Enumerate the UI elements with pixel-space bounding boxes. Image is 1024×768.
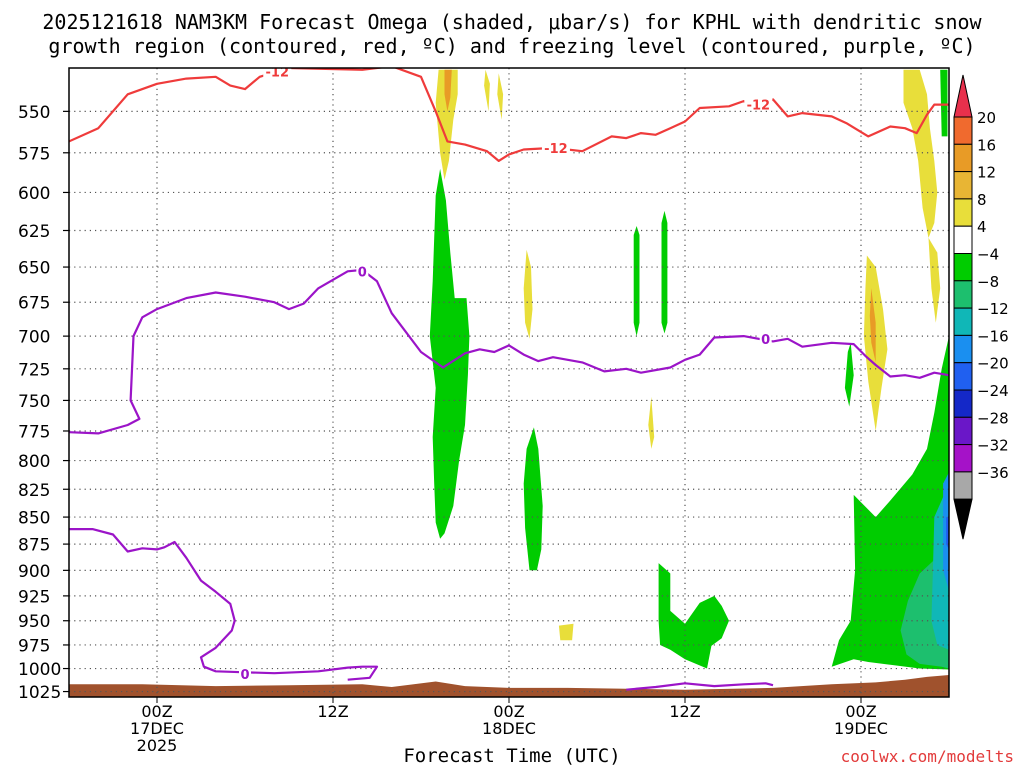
y-tick-label: 700 xyxy=(18,328,50,348)
contour-label-background xyxy=(759,331,772,345)
y-tick-label: 550 xyxy=(18,103,50,123)
x-tick-label: 00Z xyxy=(845,702,876,721)
omega-positive-region xyxy=(869,288,876,363)
freezing-level-contour xyxy=(69,528,379,681)
colorbar-swatch xyxy=(953,198,973,227)
y-tick-label: 775 xyxy=(18,422,50,442)
freezing-level-contour-label: 0 xyxy=(761,333,770,348)
snow-growth-contour-label: -12 xyxy=(747,99,771,114)
omega-negative-region xyxy=(661,210,668,334)
omega-positive-region xyxy=(903,69,938,238)
y-tick-label: 1000 xyxy=(18,660,61,680)
y-tick-label: 900 xyxy=(18,562,50,582)
colorbar-label: −24 xyxy=(977,382,1009,400)
omega-negative-region xyxy=(658,563,729,669)
freezing-level-contour xyxy=(626,682,774,691)
colorbar-label: −16 xyxy=(977,327,1009,345)
omega-positive-region xyxy=(928,237,941,323)
colorbar-swatch xyxy=(953,171,973,200)
y-tick-label: 600 xyxy=(18,184,50,204)
colorbar-swatch xyxy=(953,416,973,446)
colorbar-label: 20 xyxy=(977,109,996,127)
omega-positive-region xyxy=(648,396,655,449)
colorbar-label: 4 xyxy=(977,218,987,236)
omega-positive-region xyxy=(558,623,574,641)
y-tick-label: 825 xyxy=(18,481,50,501)
colorbar-top-arrow xyxy=(953,74,973,118)
colorbar-label: −20 xyxy=(977,355,1009,373)
freezing-level-contour-label: 0 xyxy=(240,668,249,683)
colorbar-swatch xyxy=(953,444,973,473)
omega-positive-region xyxy=(523,249,533,339)
y-tick-label: 750 xyxy=(18,392,50,412)
y-tick-label: 1025 xyxy=(18,683,61,703)
colorbar-swatch xyxy=(953,362,973,391)
omega-positive-region xyxy=(435,69,458,180)
colorbar-swatch xyxy=(953,334,973,364)
y-tick-label: 925 xyxy=(18,587,50,607)
omega-negative-region xyxy=(523,427,543,571)
colorbar-label: 12 xyxy=(977,164,996,182)
y-tick-label: 975 xyxy=(18,636,50,656)
x-tick-label: 19DEC xyxy=(834,719,888,738)
colorbar-label: −32 xyxy=(977,437,1009,455)
colorbar-swatch xyxy=(953,389,973,418)
x-tick-label: 12Z xyxy=(317,702,348,721)
x-tick-label: 00Z xyxy=(141,702,172,721)
x-axis-label: Forecast Time (UTC) xyxy=(403,745,621,767)
colorbar-swatch xyxy=(953,116,973,145)
omega-negative-region xyxy=(940,69,948,137)
freezing-level-contour-label: 0 xyxy=(358,265,367,280)
x-tick-label: 00Z xyxy=(493,702,524,721)
colorbar-swatch xyxy=(953,280,973,309)
colorbar-swatch xyxy=(953,253,973,282)
colorbar-swatch xyxy=(953,471,973,500)
colorbar-label: −36 xyxy=(977,464,1009,482)
colorbar-swatch xyxy=(953,307,973,336)
x-tick-label: 2025 xyxy=(137,736,178,755)
x-tick-label: 17DEC xyxy=(130,719,184,738)
colorbar-swatch xyxy=(953,225,973,254)
omega-negative-region xyxy=(429,168,470,539)
chart-title-line1: 2025121618 NAM3KM Forecast Omega (shaded… xyxy=(42,10,982,34)
colorbar-label: −4 xyxy=(977,246,999,264)
contour-label-background xyxy=(263,68,292,78)
site-credit: coolwx.com/modelts xyxy=(840,747,1014,766)
colorbar-label: 16 xyxy=(977,136,996,154)
contour-label-background xyxy=(744,97,773,111)
y-tick-label: 625 xyxy=(18,222,50,242)
colorbar-label: −28 xyxy=(977,409,1009,427)
snow-growth-contour-label: -12 xyxy=(544,142,568,157)
contour-label-background xyxy=(356,264,369,278)
colorbar-swatch xyxy=(953,143,973,173)
omega-negative-region xyxy=(633,226,640,337)
chart-title-line2: growth region (contoured, red, ºC) and f… xyxy=(48,34,976,58)
omega-positive-region xyxy=(497,73,504,120)
omega-positive-region xyxy=(484,69,490,112)
y-tick-label: 725 xyxy=(18,360,50,380)
y-tick-label: 950 xyxy=(18,612,50,632)
colorbar-label: −8 xyxy=(977,273,999,291)
y-tick-label: 875 xyxy=(18,536,50,556)
colorbar-label: −12 xyxy=(977,300,1009,318)
snow-growth-contour-label: -12 xyxy=(266,66,290,81)
contour-label-background xyxy=(541,140,570,154)
colorbar-label: 8 xyxy=(977,191,987,209)
y-tick-label: 675 xyxy=(18,294,50,314)
x-tick-label: 12Z xyxy=(669,702,700,721)
colorbar-bottom-arrow xyxy=(953,498,973,540)
terrain-ground xyxy=(69,675,949,697)
y-tick-label: 850 xyxy=(18,509,50,529)
omega-positive-region xyxy=(444,69,452,112)
y-tick-label: 575 xyxy=(18,144,50,164)
omega-negative-region xyxy=(943,472,949,591)
y-tick-label: 650 xyxy=(18,259,50,279)
omega-negative-region xyxy=(844,342,854,407)
x-tick-label: 18DEC xyxy=(482,719,536,738)
snow-growth-contour xyxy=(69,68,949,162)
y-tick-label: 800 xyxy=(18,452,50,472)
contour-label-background xyxy=(239,667,251,681)
freezing-level-contour xyxy=(69,268,949,435)
